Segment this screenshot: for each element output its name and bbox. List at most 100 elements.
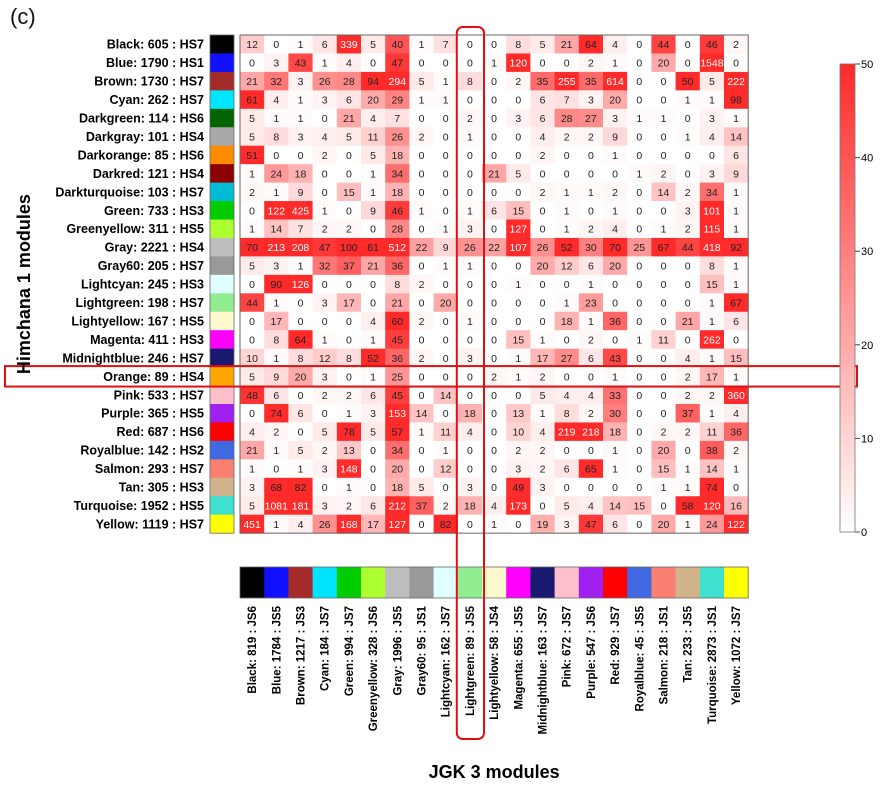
- cell-value: 82: [295, 482, 307, 494]
- heatmap-cell: [603, 127, 628, 147]
- cell-value: 14: [440, 390, 452, 402]
- heatmap-cell: [288, 514, 314, 534]
- heatmap-cell: [336, 367, 362, 387]
- row-label: Yellow: 1119 : HS7: [96, 517, 204, 531]
- cell-value: 0: [443, 482, 449, 494]
- cell-value: 12: [561, 261, 573, 273]
- cell-value: 1: [564, 205, 570, 217]
- heatmap-cell: [240, 330, 265, 350]
- cell-value: 67: [730, 298, 742, 310]
- heatmap-cell: [506, 440, 531, 460]
- heatmap-cell: [336, 477, 362, 497]
- heatmap-cell: [361, 108, 386, 128]
- heatmap-cell: [312, 256, 338, 276]
- cell-value: 43: [295, 58, 307, 70]
- cell-value: 1: [467, 131, 473, 143]
- row-label: Royalblue: 142 : HS2: [80, 444, 204, 458]
- heatmap-cell: [433, 237, 459, 257]
- heatmap-cell: [530, 348, 556, 368]
- heatmap-cell: [603, 237, 628, 257]
- cell-value: 0: [540, 168, 546, 180]
- heatmap-cell: [240, 311, 265, 331]
- cell-value: 6: [612, 519, 618, 531]
- heatmap-cell: [603, 440, 628, 460]
- cell-value: 1548: [700, 58, 724, 70]
- cell-value: 1: [685, 464, 691, 476]
- heatmap-cell: [530, 145, 556, 165]
- cell-value: 24: [706, 519, 718, 531]
- cell-value: 127: [389, 519, 407, 531]
- row-color-swatch: [210, 348, 234, 368]
- cell-value: 1: [564, 298, 570, 310]
- heatmap-cell: [506, 293, 531, 313]
- heatmap-cell: [603, 53, 628, 73]
- cell-value: 0: [515, 316, 521, 328]
- cell-value: 0: [298, 150, 304, 162]
- heatmap-cell: [433, 496, 459, 516]
- heatmap-cell: [482, 404, 507, 423]
- row-label: Lightgreen: 198 : HS7: [76, 296, 205, 310]
- cell-value: 3: [322, 500, 328, 512]
- heatmap-cell: [312, 477, 338, 497]
- heatmap-cell: [288, 311, 314, 331]
- heatmap-cell: [385, 311, 410, 331]
- cell-value: 0: [661, 131, 667, 143]
- heatmap-cell: [288, 53, 314, 73]
- heatmap-cell: [603, 274, 628, 294]
- cell-value: 0: [419, 334, 425, 346]
- cell-value: 1: [661, 113, 667, 125]
- cell-value: 0: [540, 298, 546, 310]
- heatmap-cell: [312, 145, 338, 165]
- cell-value: 0: [419, 519, 425, 531]
- cell-value: 0: [636, 76, 642, 88]
- cell-value: 2: [249, 187, 255, 199]
- heatmap-cell: [288, 477, 314, 497]
- cell-value: 2: [491, 371, 497, 383]
- heatmap-cell: [433, 367, 459, 387]
- row-color-swatch: [210, 367, 234, 387]
- cell-value: 1: [733, 205, 739, 217]
- cell-value: 0: [443, 150, 449, 162]
- cell-value: 1: [419, 205, 425, 217]
- heatmap-cell: [385, 127, 410, 147]
- column-color-swatch: [433, 567, 459, 598]
- cell-value: 7: [298, 224, 304, 236]
- heatmap-cell: [457, 367, 483, 387]
- row-label: Magenta: 411 : HS3: [90, 333, 204, 347]
- heatmap-cell: [578, 71, 604, 91]
- heatmap-cell: [675, 422, 701, 442]
- cell-value: 14: [730, 131, 742, 143]
- cell-value: 115: [704, 224, 721, 236]
- cell-value: 0: [346, 334, 352, 346]
- heatmap-cell: [312, 311, 338, 331]
- cell-value: 1: [685, 95, 691, 107]
- cell-value: 0: [636, 279, 642, 291]
- heatmap-cell: [361, 348, 386, 368]
- cell-value: 44: [246, 298, 258, 310]
- cell-value: 360: [727, 390, 745, 402]
- cell-value: 0: [685, 261, 691, 273]
- cell-value: 1: [588, 187, 594, 199]
- cell-value: 2: [322, 150, 328, 162]
- cell-value: 3: [515, 113, 521, 125]
- cell-value: 1: [370, 187, 376, 199]
- row-color-swatch: [210, 404, 234, 423]
- cell-value: 25: [633, 242, 645, 254]
- heatmap-cell: [651, 293, 677, 313]
- heatmap-cell: [724, 459, 749, 479]
- cell-value: 1: [636, 334, 642, 346]
- cell-value: 3: [467, 224, 473, 236]
- cell-value: 0: [661, 390, 667, 402]
- cell-value: 120: [510, 58, 528, 70]
- cell-value: 1: [661, 482, 667, 494]
- cell-value: 6: [588, 261, 594, 273]
- heatmap-cell: [482, 90, 507, 110]
- heatmap-cell: [457, 145, 483, 165]
- heatmap-cell: [578, 514, 604, 534]
- cell-value: 9: [370, 205, 376, 217]
- heatmap-cell: [312, 164, 338, 184]
- cell-value: 0: [636, 408, 642, 420]
- heatmap-cell: [699, 459, 725, 479]
- heatmap-cell: [264, 237, 289, 257]
- heatmap-cell: [724, 385, 749, 405]
